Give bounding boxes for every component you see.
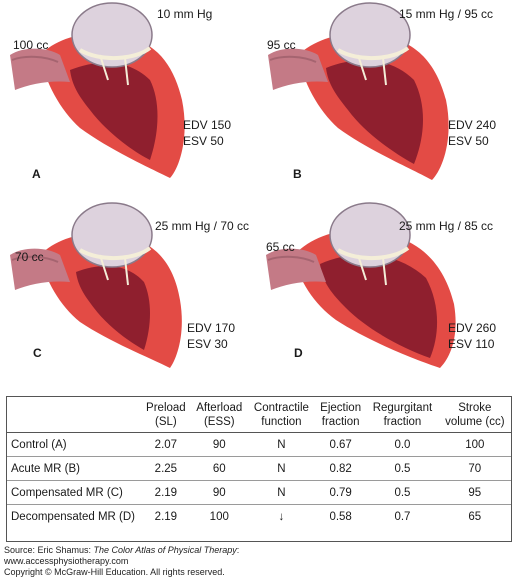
cell-preload: 2.07 — [141, 432, 191, 457]
cell-stroke-volume: 70 — [438, 456, 511, 481]
pressure-label-b: 15 mm Hg / 95 cc — [399, 7, 494, 21]
header-ejection-fraction: Ejection fraction — [315, 397, 367, 433]
heart-illustration-c — [10, 202, 182, 368]
panel-c: 25 mm Hg / 70 cc 70 cc EDV 170 ESV 30 C — [0, 200, 250, 385]
cell-ejection: 0.79 — [315, 480, 367, 505]
panel-letter-d: D — [294, 346, 303, 360]
volume-block-d: EDV 260 ESV 110 — [448, 320, 496, 352]
table-row: Control (A) 2.07 90 N 0.67 0.0 100 — [7, 432, 511, 457]
cell-afterload: 90 — [190, 480, 248, 505]
table-row: Decompensated MR (D) 2.19 100 ↓ 0.58 0.7… — [7, 505, 511, 529]
atrial-volume-label-d: 65 cc — [266, 240, 295, 254]
row-label: Compensated MR (C) — [7, 480, 141, 505]
source-line: Source: Eric Shamus: The Color Atlas of … — [4, 545, 240, 555]
atrial-volume-label-c: 70 cc — [15, 250, 44, 264]
table-header-row: Preload (SL) Afterload (ESS) Contractile fu… — [7, 397, 511, 433]
cell-stroke-volume: 65 — [468, 510, 482, 523]
cell-regurgitant: 0.5 — [366, 456, 439, 481]
header-afterload: Afterload (ESS) — [190, 397, 248, 433]
panel-letter-a: A — [32, 167, 41, 181]
cell-preload: 2.19 — [141, 480, 191, 505]
book-title: The Color Atlas of Physical Therapy — [93, 545, 237, 555]
edv-label-b: EDV 240 — [448, 118, 497, 132]
pressure-label-c: 25 mm Hg / 70 cc — [155, 219, 250, 233]
panel-a: 10 mm Hg 100 cc EDV 150 ESV 50 A — [0, 0, 250, 185]
copyright-line: Copyright © McGraw-Hill Education. All r… — [4, 567, 225, 577]
esv-label-d: ESV 110 — [448, 337, 495, 351]
row-label: Control (A) — [7, 432, 141, 457]
source-url[interactable]: www.accessphysiotherapy.com — [4, 556, 129, 566]
pressure-label-a: 10 mm Hg — [157, 7, 213, 21]
edv-label-c: EDV 170 — [187, 321, 236, 335]
panel-letter-c: C — [33, 346, 42, 360]
cell-regurgitant: 0.7 — [394, 510, 411, 523]
esv-label-a: ESV 50 — [183, 134, 224, 148]
table-grid: Preload (SL) Afterload (ESS) Contractile fu… — [7, 397, 511, 528]
cell-regurgitant: 0.0 — [366, 432, 439, 457]
cell-ejection: 0.82 — [315, 456, 367, 481]
cell-ejection: 0.67 — [315, 432, 367, 457]
cell-afterload: 100 — [209, 510, 229, 523]
volume-block-a: EDV 150 ESV 50 — [183, 117, 231, 149]
header-regurgitant-fraction: Regurgitant fraction — [366, 397, 439, 433]
header-contractile-function: Contractile function — [247, 397, 316, 433]
atrial-volume-label-b: 95 cc — [267, 38, 296, 52]
cell-stroke-volume: 100 — [438, 432, 511, 457]
cell-stroke-volume: 95 — [438, 480, 511, 505]
heart-illustration-b — [268, 2, 449, 180]
source-credit: Source: Eric Shamus: The Color Atlas of … — [4, 545, 239, 578]
header-stroke-volume: Stroke volume (cc) — [438, 397, 511, 433]
cell-contractile: N — [247, 432, 316, 457]
panel-letter-b: B — [293, 167, 302, 181]
cell-contractile: ↓ — [278, 510, 285, 523]
cell-contractile: N — [247, 480, 316, 505]
heart-illustration-a — [10, 2, 185, 178]
cell-preload: 2.19 — [154, 510, 178, 523]
volume-block-b: EDV 240 ESV 50 — [448, 117, 496, 149]
table-row: Compensated MR (C) 2.19 90 N 0.79 0.5 95 — [7, 480, 511, 505]
cell-regurgitant: 0.5 — [366, 480, 439, 505]
panel-b: 15 mm Hg / 95 cc 95 cc EDV 240 ESV 50 B — [260, 0, 510, 185]
heart-illustration-d — [266, 202, 456, 368]
header-preload: Preload (SL) — [141, 397, 191, 433]
cell-preload: 2.25 — [141, 456, 191, 481]
table-row: Acute MR (B) 2.25 60 N 0.82 0.5 70 — [7, 456, 511, 481]
cell-ejection: 0.58 — [329, 510, 352, 523]
esv-label-c: ESV 30 — [187, 337, 228, 351]
edv-label-d: EDV 260 — [448, 321, 497, 335]
volume-block-c: EDV 170 ESV 30 — [187, 320, 235, 352]
atrial-volume-label-a: 100 cc — [13, 38, 49, 52]
cell-contractile: N — [247, 456, 316, 481]
panel-d: 25 mm Hg / 85 cc 65 cc EDV 260 ESV 110 D — [260, 200, 510, 385]
edv-label-a: EDV 150 — [183, 118, 232, 132]
esv-label-b: ESV 50 — [448, 134, 489, 148]
row-label: Acute MR (B) — [7, 456, 141, 481]
row-label: Decompensated MR (D) — [11, 510, 135, 523]
header-row-label — [7, 397, 141, 433]
cell-afterload: 60 — [190, 456, 248, 481]
cell-afterload: 90 — [190, 432, 248, 457]
hemodynamics-table: Preload (SL) Afterload (ESS) Contractile fu… — [6, 396, 512, 542]
pressure-label-d: 25 mm Hg / 85 cc — [399, 219, 494, 233]
